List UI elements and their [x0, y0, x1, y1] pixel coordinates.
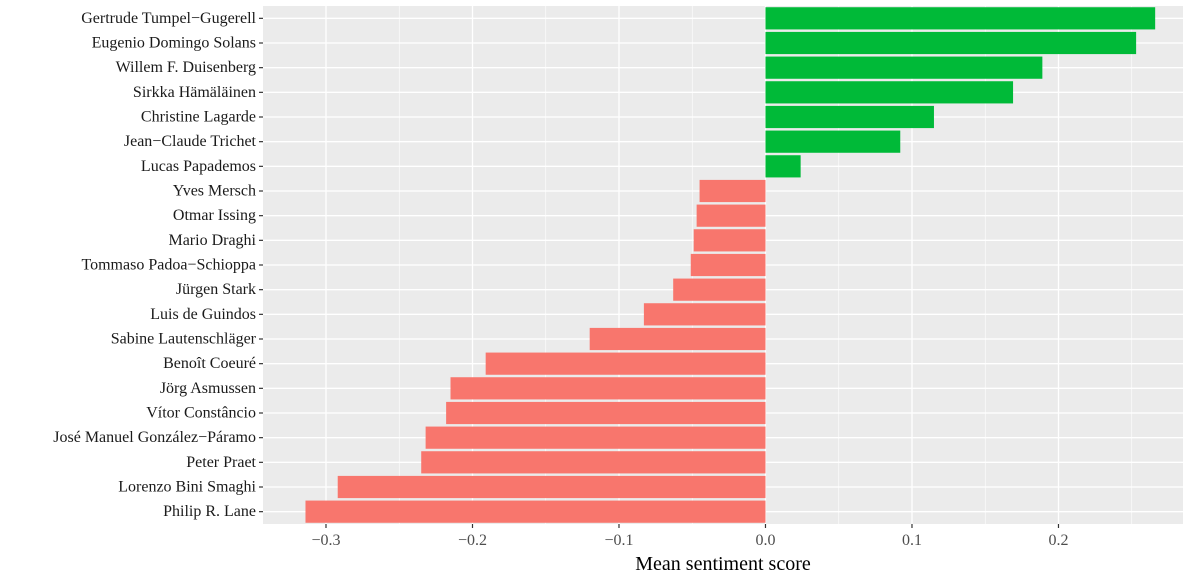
y-tick-label: Jürgen Stark: [176, 281, 256, 298]
bar: [696, 204, 766, 227]
y-tick-label: Mario Draghi: [168, 232, 256, 249]
y-axis-labels: Gertrude Tumpel−Gugerell Eugenio Domingo …: [53, 10, 256, 520]
bar: [765, 31, 1137, 55]
bar: [765, 105, 934, 129]
x-tick-label: −0.2: [458, 532, 487, 549]
y-tick-label: Philip R. Lane: [163, 503, 256, 520]
y-tick-label: Christine Lagarde: [141, 109, 256, 126]
bar: [765, 81, 1014, 104]
bar: [446, 401, 766, 425]
y-tick-label: Vítor Constâncio: [146, 405, 256, 422]
bar: [765, 155, 801, 178]
y-tick-label: Willem F. Duisenberg: [116, 59, 256, 76]
y-tick-label: Yves Mersch: [173, 183, 256, 200]
x-tick-label: −0.3: [311, 532, 340, 549]
y-tick-label: Sabine Lautenschläger: [111, 331, 257, 348]
bar: [450, 377, 766, 400]
y-tick-label: Eugenio Domingo Solans: [92, 35, 256, 52]
y-tick-label: Benoît Coeuré: [163, 355, 256, 372]
bar: [425, 426, 766, 449]
bar: [643, 303, 766, 326]
x-tick-label: −0.1: [604, 532, 633, 549]
bar: [699, 179, 766, 203]
y-tick-label: Tommaso Padoa−Schioppa: [81, 257, 256, 274]
x-axis-title: Mean sentiment score: [635, 553, 811, 575]
bar: [765, 56, 1043, 79]
y-tick-label: Otmar Issing: [173, 207, 256, 224]
bar: [589, 327, 766, 351]
bar: [421, 451, 766, 474]
bar: [337, 475, 766, 499]
y-tick-label: Jörg Asmussen: [160, 380, 256, 397]
bar: [693, 229, 766, 252]
y-tick-label: Lucas Papademos: [141, 158, 256, 175]
x-tick-label: 0.1: [902, 532, 922, 549]
bar: [690, 253, 766, 277]
y-tick-label: Luis de Guindos: [150, 306, 256, 323]
y-tick-label: José Manuel González−Páramo: [53, 429, 256, 446]
bar: [765, 130, 901, 153]
bar: [765, 7, 1156, 30]
y-tick-label: Sirkka Hämäläinen: [133, 84, 256, 101]
x-tick-label: 0.0: [755, 532, 775, 549]
x-axis-ticks: [325, 524, 1060, 528]
y-axis-ticks: [259, 17, 263, 513]
y-tick-label: Peter Praet: [186, 454, 256, 471]
bar: [673, 278, 766, 301]
y-tick-label: Jean−Claude Trichet: [124, 133, 257, 150]
x-tick-label: 0.2: [1048, 532, 1068, 549]
bar: [485, 352, 766, 375]
bar: [305, 500, 766, 523]
y-tick-label: Lorenzo Bini Smaghi: [118, 479, 256, 496]
y-tick-label: Gertrude Tumpel−Gugerell: [81, 10, 256, 27]
bars: [305, 7, 1156, 523]
x-axis-labels: −0.3 −0.2 −0.1 0.0 0.1 0.2: [311, 532, 1068, 549]
